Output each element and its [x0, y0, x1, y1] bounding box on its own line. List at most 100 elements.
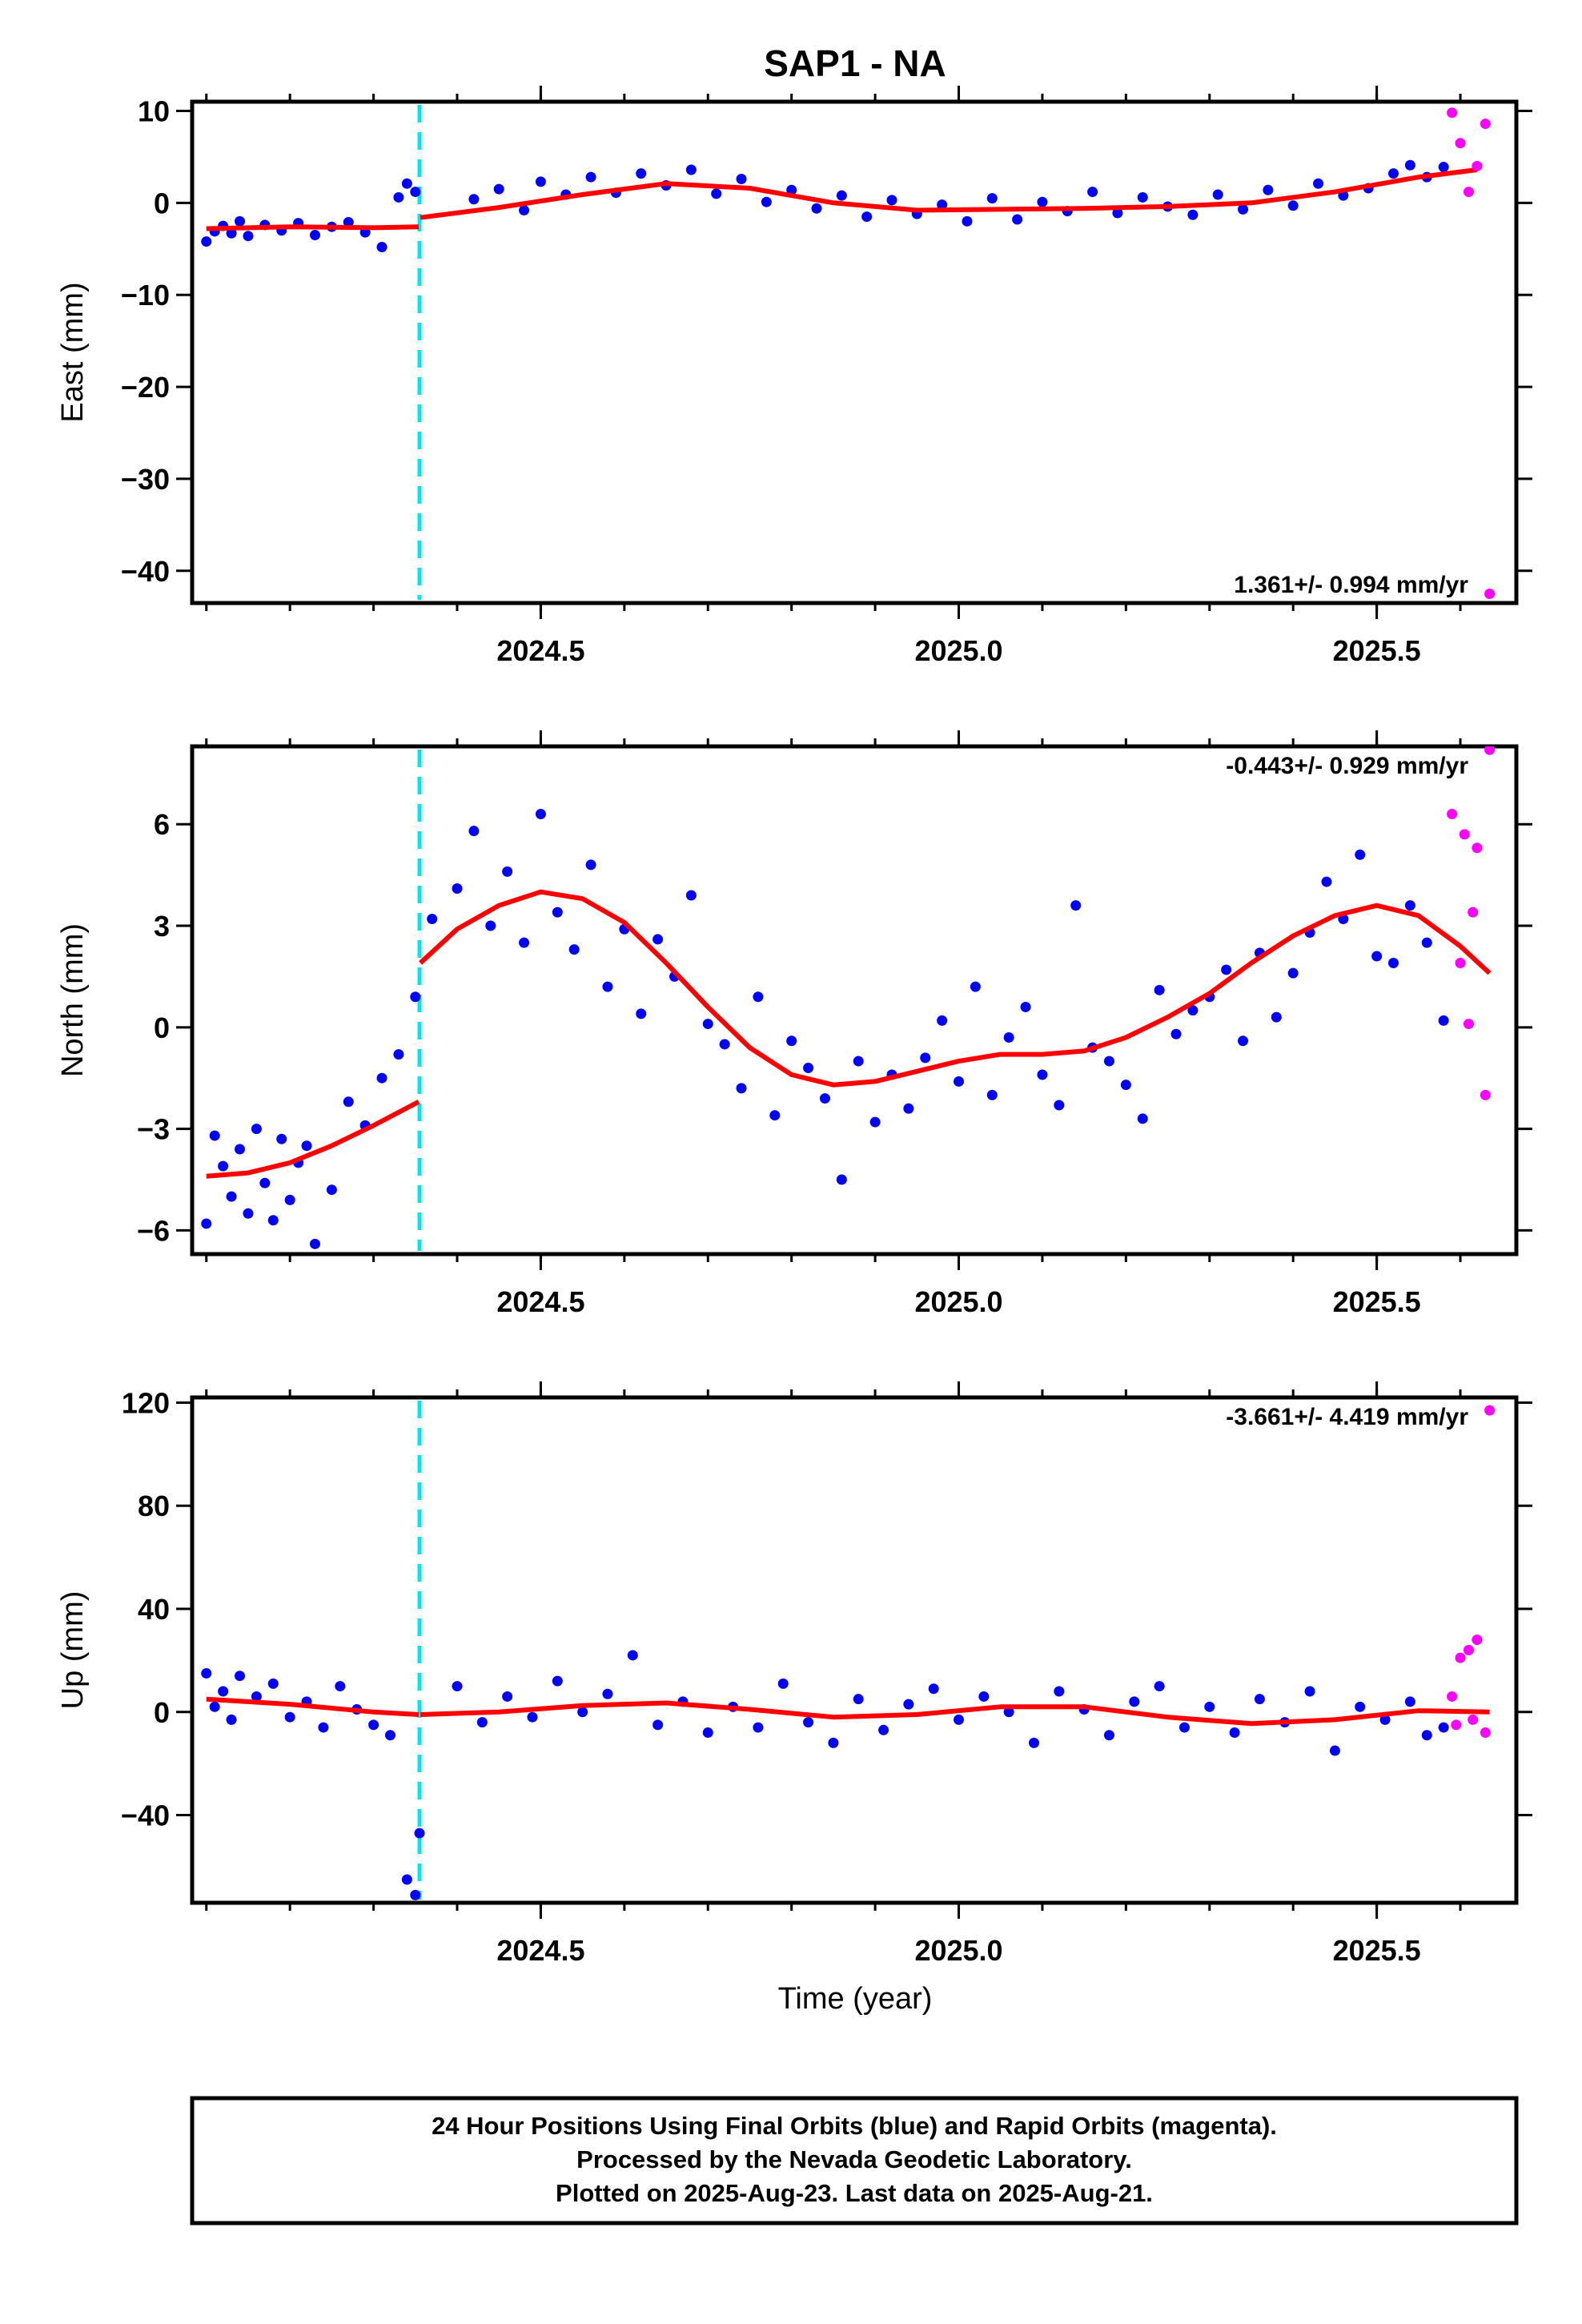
north-final-point: [702, 1019, 713, 1030]
up-x-tick-label: 2024.5: [496, 1934, 584, 1967]
up-x-tick-label: 2025.0: [914, 1934, 1002, 1967]
east-final-point: [1187, 209, 1199, 220]
north-final-point: [920, 1052, 931, 1063]
east-model-fit-line: [420, 167, 1478, 220]
up-final-point: [627, 1650, 638, 1661]
north-y-tick-label: 0: [154, 1011, 170, 1044]
up-final-point: [384, 1730, 396, 1741]
east-final-point: [1087, 187, 1098, 198]
east-final-point: [861, 211, 873, 223]
north-x-tick-label: 2024.5: [496, 1285, 584, 1318]
east-final-point: [1263, 184, 1274, 195]
east-rapid-point: [1447, 107, 1458, 119]
up-final-point: [1404, 1696, 1415, 1707]
east-y-tick-label: −40: [121, 555, 170, 588]
east-final-point: [1112, 207, 1123, 219]
east-y-tick-label: 10: [138, 94, 170, 127]
east-x-tick-label: 2025.0: [914, 634, 1002, 667]
north-final-point: [1054, 1100, 1065, 1111]
east-final-point: [886, 195, 897, 206]
east-y-tick-label: −30: [121, 463, 170, 496]
east-final-point: [493, 183, 504, 195]
east-final-point: [786, 184, 797, 195]
up-final-point: [552, 1675, 563, 1687]
up-final-point: [878, 1724, 889, 1735]
east-final-point: [711, 188, 722, 199]
east-final-point: [636, 168, 647, 179]
up-final-point: [1329, 1745, 1340, 1756]
north-final-point: [753, 991, 764, 1003]
up-final-point: [803, 1717, 814, 1728]
north-model-fit-line: [206, 1100, 420, 1179]
north-final-point: [853, 1055, 864, 1067]
east-y-axis-label: East (mm): [56, 282, 90, 422]
up-final-point: [368, 1719, 379, 1731]
east-final-point: [468, 194, 480, 205]
up-model-fit-line: [206, 1696, 420, 1717]
north-final-point: [769, 1110, 781, 1121]
up-final-point: [577, 1707, 588, 1718]
north-final-point: [819, 1093, 830, 1104]
up-final-point: [1129, 1696, 1140, 1707]
up-final-point: [452, 1681, 463, 1692]
footer-box: 24 Hour Positions Using Final Orbits (bl…: [190, 2096, 1519, 2225]
east-final-point: [836, 190, 847, 201]
east-final-point: [1287, 200, 1299, 211]
up-final-point: [1421, 1730, 1432, 1741]
up-final-point: [753, 1722, 764, 1733]
north-final-point: [803, 1063, 814, 1074]
up-final-point: [954, 1714, 965, 1725]
east-final-point: [1137, 191, 1148, 203]
north-final-point: [1438, 1015, 1449, 1026]
up-final-point: [209, 1701, 220, 1712]
east-final-point: [736, 173, 747, 184]
east-final-point: [1438, 162, 1449, 173]
east-rapid-point: [1463, 187, 1474, 198]
north-rapid-point: [1455, 958, 1466, 969]
north-final-point: [1371, 951, 1383, 962]
north-final-point: [685, 890, 697, 901]
east-rapid-point: [1484, 589, 1496, 600]
east-final-point: [1313, 178, 1324, 189]
up-final-point: [226, 1714, 237, 1725]
east-x-tick-label: 2025.5: [1333, 634, 1421, 667]
east-final-point: [761, 196, 772, 207]
north-final-point: [343, 1096, 354, 1108]
up-panel: 2024.5 2025.0 2025.5 120 80 40 0 −40 Up (mm) -3.6…: [56, 1381, 1532, 1967]
north-final-point: [393, 1049, 404, 1060]
north-final-point: [1421, 937, 1432, 948]
north-final-point: [259, 1177, 271, 1188]
east-final-point: [685, 164, 697, 175]
north-final-point: [1003, 1031, 1014, 1043]
up-final-point: [1204, 1701, 1215, 1712]
north-final-point: [1355, 849, 1366, 860]
x-axis-label: Time (year): [778, 1982, 933, 2016]
north-final-point: [1287, 967, 1299, 979]
north-rapid-point: [1472, 842, 1483, 854]
up-final-point: [1003, 1707, 1014, 1718]
north-final-point: [276, 1133, 287, 1144]
north-final-point: [243, 1208, 254, 1219]
north-y-tick-label: −3: [137, 1113, 170, 1146]
east-final-point: [401, 178, 412, 189]
north-final-point: [1404, 900, 1415, 911]
east-rapid-point: [1480, 119, 1491, 130]
east-final-point: [1388, 168, 1399, 179]
north-plot-frame: [190, 744, 1519, 1256]
east-final-point: [309, 230, 320, 241]
up-final-point: [978, 1691, 990, 1702]
footer-line-2: Processed by the Nevada Geodetic Laborat…: [576, 2145, 1132, 2173]
up-final-point: [1154, 1681, 1165, 1692]
up-final-point: [1304, 1686, 1315, 1697]
north-final-point: [937, 1015, 948, 1026]
north-final-point: [1221, 964, 1232, 975]
up-y-tick-label: 120: [122, 1386, 170, 1419]
north-panel: 2024.5 2025.0 2025.5 6 3 0 −3 −6 North (mm) -0.44…: [56, 730, 1532, 1318]
north-final-point: [452, 883, 463, 895]
north-final-point: [1020, 1001, 1031, 1012]
footer-frame: [190, 2096, 1519, 2225]
east-final-point: [201, 236, 212, 247]
north-final-point: [309, 1238, 320, 1249]
east-final-point: [1212, 189, 1223, 200]
east-final-point: [1037, 196, 1048, 207]
